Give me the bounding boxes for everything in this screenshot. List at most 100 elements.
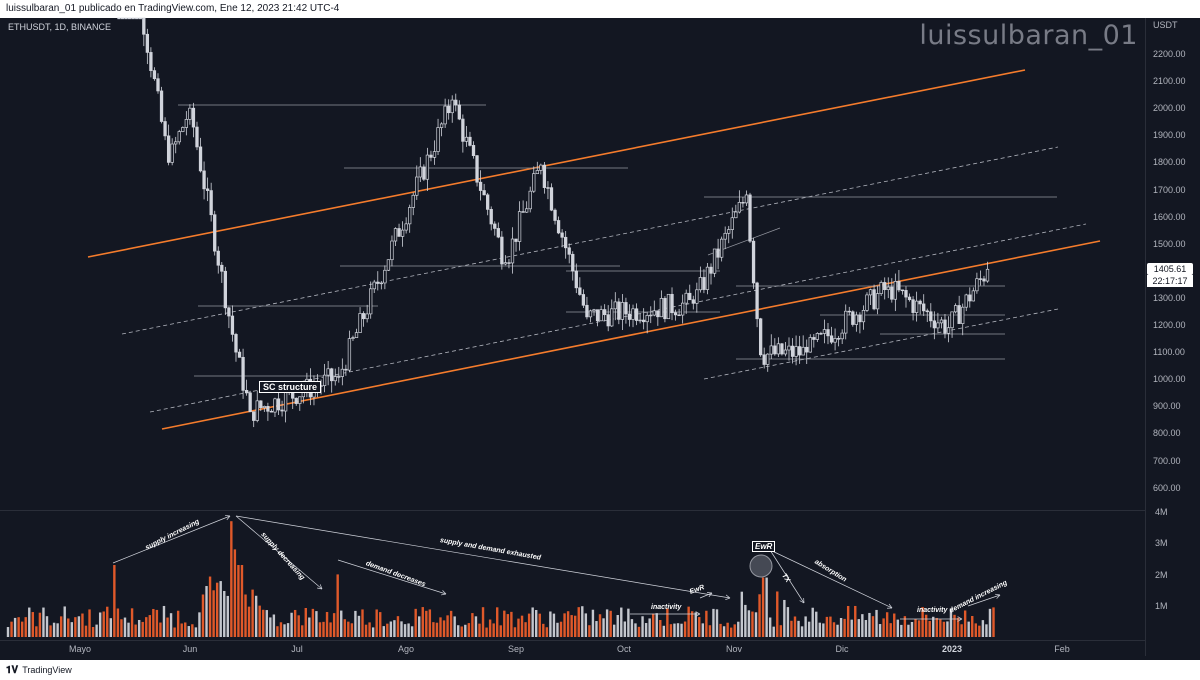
channel-lower-line[interactable] xyxy=(161,240,1101,430)
candle-down xyxy=(145,33,150,53)
volume-bar xyxy=(988,608,992,637)
arrow-head[interactable] xyxy=(319,584,323,590)
volume-tick: 4M xyxy=(1155,507,1168,517)
candle-up xyxy=(404,223,408,231)
channel-upper-line[interactable] xyxy=(87,69,1026,258)
candle-up xyxy=(730,217,734,230)
volume-bar xyxy=(570,615,573,637)
candle-down xyxy=(496,228,500,238)
arrow-head[interactable] xyxy=(706,592,713,594)
candle-up xyxy=(393,228,398,242)
volume-bar xyxy=(396,616,400,637)
candle-up xyxy=(737,202,742,213)
volume-bar xyxy=(854,605,857,637)
volume-bar xyxy=(513,627,517,637)
arrow-head[interactable] xyxy=(224,515,231,517)
volume-bar xyxy=(683,621,687,637)
volume-bar xyxy=(616,615,619,637)
candle-up xyxy=(273,398,277,413)
volume-bar xyxy=(644,623,648,637)
price-tick: 1900.00 xyxy=(1153,130,1186,141)
candle-up xyxy=(783,349,788,355)
candle-up xyxy=(833,338,837,343)
volume-bar xyxy=(59,616,63,637)
volume-bar xyxy=(38,612,42,637)
price-axis[interactable] xyxy=(1145,18,1200,656)
candle-up xyxy=(961,306,965,324)
arrow-head[interactable] xyxy=(695,611,701,615)
arrow-head[interactable] xyxy=(995,593,1001,596)
candle-up xyxy=(390,240,394,261)
arrow-head[interactable] xyxy=(442,590,447,595)
arrow-head[interactable] xyxy=(725,594,731,599)
volume-bar xyxy=(382,626,385,637)
volume-bar xyxy=(180,623,183,637)
arrow-head[interactable] xyxy=(317,587,323,590)
volume-bar xyxy=(797,620,800,637)
annotation-arrow[interactable] xyxy=(967,594,1001,607)
annotation-arrow[interactable] xyxy=(235,515,323,590)
tradingview-logo-icon[interactable]: 𝟏𝐕 xyxy=(6,664,19,676)
candle-up xyxy=(347,338,352,371)
annotation-arrow[interactable] xyxy=(112,515,231,564)
volume-bar xyxy=(488,619,492,637)
volume-bar xyxy=(666,608,669,637)
candle-up xyxy=(411,194,415,208)
arrow-head[interactable] xyxy=(957,618,963,622)
candle-down xyxy=(957,305,961,324)
annotation-arrow[interactable] xyxy=(769,549,805,604)
annotation-arrow[interactable] xyxy=(337,559,447,595)
price-chart[interactable] xyxy=(0,0,1145,640)
volume-bar xyxy=(315,611,318,637)
candle-down xyxy=(571,253,575,272)
candle-up xyxy=(337,376,341,378)
sc-structure-label: SC structure xyxy=(259,381,322,393)
volume-bar xyxy=(233,549,237,637)
annotation-arrow[interactable] xyxy=(235,515,731,599)
volume-bar xyxy=(63,606,66,637)
candle-down xyxy=(237,351,242,358)
candle-up xyxy=(666,293,671,320)
footer-brand[interactable]: TradingView xyxy=(22,665,72,675)
arrow-head[interactable] xyxy=(888,603,893,609)
candle-down xyxy=(248,392,252,413)
candle-down xyxy=(755,282,759,320)
candle-up xyxy=(181,127,185,132)
price-tick: 2200.00 xyxy=(1153,49,1186,59)
arrow-head[interactable] xyxy=(226,515,231,521)
volume-bar xyxy=(804,616,807,637)
candle-down xyxy=(163,121,167,137)
volume-bar xyxy=(715,609,719,637)
pane-separator[interactable] xyxy=(0,510,1145,511)
volume-bar xyxy=(978,625,981,637)
arrow-head[interactable] xyxy=(996,594,1001,599)
candle-down xyxy=(773,345,777,355)
volume-bar xyxy=(240,565,244,637)
annotation-arrow[interactable] xyxy=(699,592,713,599)
candle-down xyxy=(198,146,203,172)
arrow-head[interactable] xyxy=(725,597,731,600)
volume-bar xyxy=(400,621,403,637)
candle-down xyxy=(397,228,401,237)
volume-bar xyxy=(364,624,368,637)
volume-bar xyxy=(960,624,963,637)
candle-down xyxy=(932,320,936,329)
candle-down xyxy=(166,135,171,163)
candle-down xyxy=(925,310,929,313)
time-axis[interactable] xyxy=(0,640,1145,657)
candle-up xyxy=(868,289,873,296)
candle-up xyxy=(645,314,649,323)
volume-bar xyxy=(864,620,868,637)
volume-bar xyxy=(106,606,109,637)
arrow-head[interactable] xyxy=(695,613,701,617)
candle-up xyxy=(865,294,869,311)
volume-bar xyxy=(10,621,13,637)
arrow-head[interactable] xyxy=(441,593,447,596)
candle-down xyxy=(904,290,908,298)
arrow-head[interactable] xyxy=(957,616,963,620)
channel-mid-dashed-line[interactable] xyxy=(121,146,1059,335)
annotation-arrow[interactable] xyxy=(769,549,893,609)
arrow-head[interactable] xyxy=(799,600,805,604)
ewr-highlight-circle[interactable] xyxy=(749,554,773,578)
arrow-head[interactable] xyxy=(708,592,713,598)
